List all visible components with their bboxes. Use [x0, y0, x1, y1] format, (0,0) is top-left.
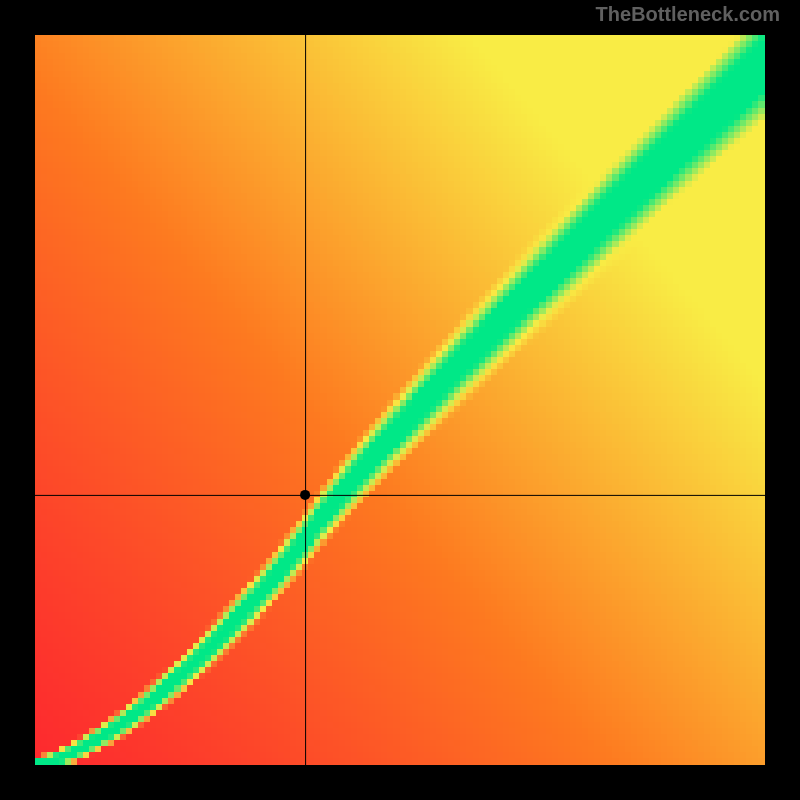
chart-container: TheBottleneck.com [0, 0, 800, 800]
watermark-text: TheBottleneck.com [596, 4, 780, 27]
bottleneck-heatmap [35, 35, 765, 765]
plot-area [35, 35, 765, 765]
